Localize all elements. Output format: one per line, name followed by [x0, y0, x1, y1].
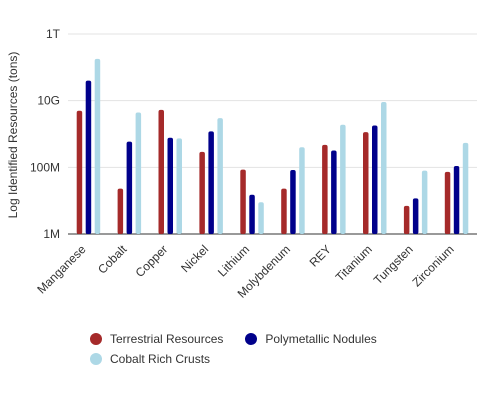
- legend-swatch-crusts: [90, 353, 102, 365]
- legend-swatch-nodules: [245, 333, 258, 345]
- bar-copper-0[interactable]: [158, 109, 165, 234]
- axis-layer: 1M 100M 10G 1T: [30, 27, 61, 241]
- bar-titanium-0[interactable]: [363, 132, 369, 234]
- bar-molybdenum-0[interactable]: [281, 188, 287, 234]
- bar-titanium-2[interactable]: [381, 102, 387, 234]
- bar-manganese-1[interactable]: [85, 80, 92, 235]
- bar-manganese-2[interactable]: [94, 58, 101, 234]
- bar-manganese-0[interactable]: [76, 110, 83, 234]
- y-tick-label: 1T: [46, 27, 61, 41]
- bar-cobalt-0[interactable]: [117, 188, 124, 234]
- x-tick-label: Nickel: [178, 242, 211, 275]
- bar-tungsten-0[interactable]: [403, 205, 410, 234]
- bar-nickel-2[interactable]: [217, 118, 223, 234]
- y-tick-label: 1M: [43, 227, 60, 241]
- x-tick-label: Manganese: [34, 242, 88, 296]
- bar-rey-0[interactable]: [322, 144, 328, 234]
- y-tick-label: 100M: [30, 160, 60, 174]
- bar-lithium-1[interactable]: [249, 194, 255, 234]
- y-tick-label: 10G: [37, 94, 60, 108]
- legend-item-nodules[interactable]: Polymetallic Nodules: [245, 332, 377, 346]
- bar-copper-2[interactable]: [176, 138, 183, 234]
- x-tick-label: Copper: [133, 242, 171, 280]
- bar-cobalt-2[interactable]: [135, 112, 142, 234]
- label-layer: Manganese Cobalt Copper Nickel LithiumMolybd…: [34, 242, 456, 301]
- bar-zirconium-0[interactable]: [444, 171, 451, 234]
- bar-molybdenum-1[interactable]: [290, 170, 296, 234]
- legend-row-2: Cobalt Rich Crusts: [90, 350, 470, 368]
- x-tick-label: Zirconium: [410, 242, 457, 289]
- bar-nickel-0[interactable]: [199, 151, 205, 234]
- bar-lithium-2[interactable]: [258, 202, 264, 234]
- bar-rey-2[interactable]: [340, 124, 346, 234]
- bar-rey-1[interactable]: [331, 150, 337, 234]
- legend-label-terrestrial: Terrestrial Resources: [110, 332, 224, 346]
- bar-zirconium-2[interactable]: [462, 142, 469, 234]
- x-tick-label: Titanium: [333, 242, 375, 284]
- bar-layer: [76, 58, 469, 235]
- bar-copper-1[interactable]: [167, 137, 174, 234]
- legend-item-terrestrial[interactable]: Terrestrial Resources: [90, 332, 223, 346]
- legend-row-1: Terrestrial Resources Polymetallic Nodul…: [90, 330, 470, 348]
- x-tick-label: Cobalt: [95, 242, 130, 277]
- x-tick-label: REY: [307, 242, 334, 269]
- bar-titanium-1[interactable]: [372, 125, 378, 234]
- bar-lithium-0[interactable]: [240, 169, 246, 234]
- bar-zirconium-1[interactable]: [453, 165, 460, 234]
- bar-molybdenum-2[interactable]: [299, 147, 305, 234]
- legend-item-crusts[interactable]: Cobalt Rich Crusts: [90, 352, 210, 366]
- y-axis-label: Log Identified Resources (tons): [6, 52, 20, 219]
- legend-label-nodules: Polymetallic Nodules: [265, 332, 377, 346]
- bar-tungsten-2[interactable]: [421, 170, 428, 234]
- x-tick-label: Lithium: [215, 242, 252, 279]
- bar-cobalt-1[interactable]: [126, 141, 133, 234]
- x-tick-label: Tungsten: [371, 242, 416, 287]
- bar-tungsten-1[interactable]: [412, 198, 419, 234]
- legend-swatch-terrestrial: [90, 333, 102, 345]
- bar-nickel-1[interactable]: [208, 131, 214, 234]
- legend-label-crusts: Cobalt Rich Crusts: [110, 352, 211, 366]
- legend: Terrestrial Resources Polymetallic Nodul…: [90, 330, 470, 370]
